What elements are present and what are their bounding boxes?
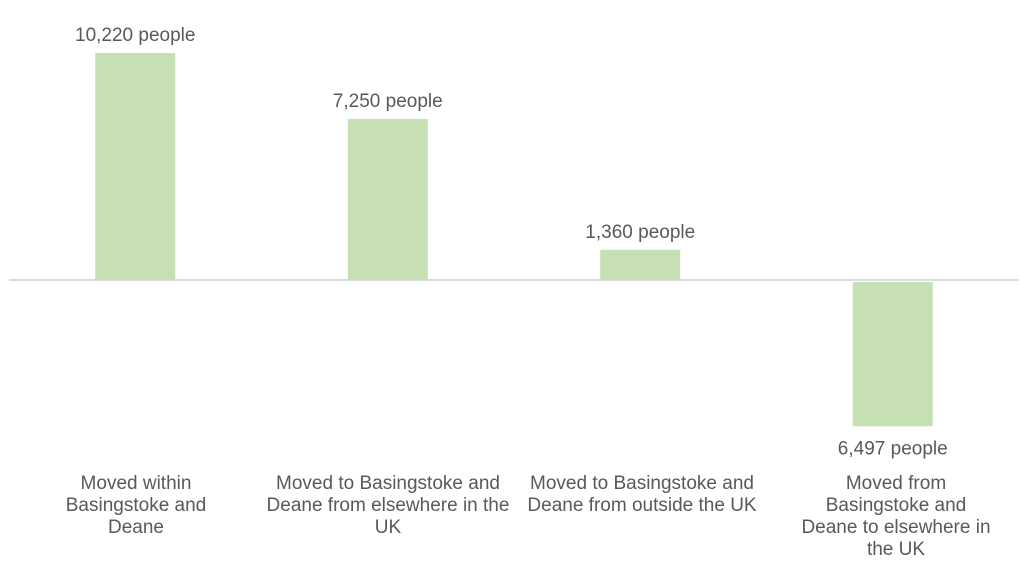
bar-3: [600, 249, 681, 280]
category-label-2: Moved to Basingstoke and Deane from else…: [266, 473, 510, 538]
data-label-1: 10,220 people: [75, 25, 195, 46]
category-label-1: Moved within Basingstoke and Deane: [65, 473, 207, 538]
bar-2: [347, 118, 428, 280]
category-label-3: Moved to Basingstoke and Deane from outs…: [527, 473, 757, 516]
category-label-4: Moved from Basingstoke and Deane to else…: [801, 473, 991, 560]
bar-4: [852, 282, 933, 427]
data-label-2: 7,250 people: [333, 91, 443, 112]
data-label-3: 1,360 people: [585, 222, 695, 243]
data-label-4: 6,497 people: [838, 438, 948, 459]
bar-1: [95, 53, 176, 280]
